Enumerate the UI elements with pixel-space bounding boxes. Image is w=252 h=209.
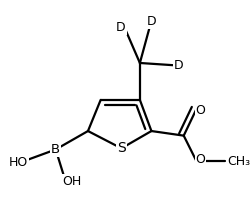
Text: O: O [196,153,205,166]
Text: D: D [174,59,183,72]
Text: B: B [51,143,60,156]
Text: CH₃: CH₃ [228,154,251,168]
Text: O: O [196,104,205,117]
Text: D: D [147,15,156,28]
Text: D: D [116,21,125,34]
Text: HO: HO [9,156,28,169]
Text: S: S [117,141,126,155]
Text: OH: OH [62,175,81,188]
